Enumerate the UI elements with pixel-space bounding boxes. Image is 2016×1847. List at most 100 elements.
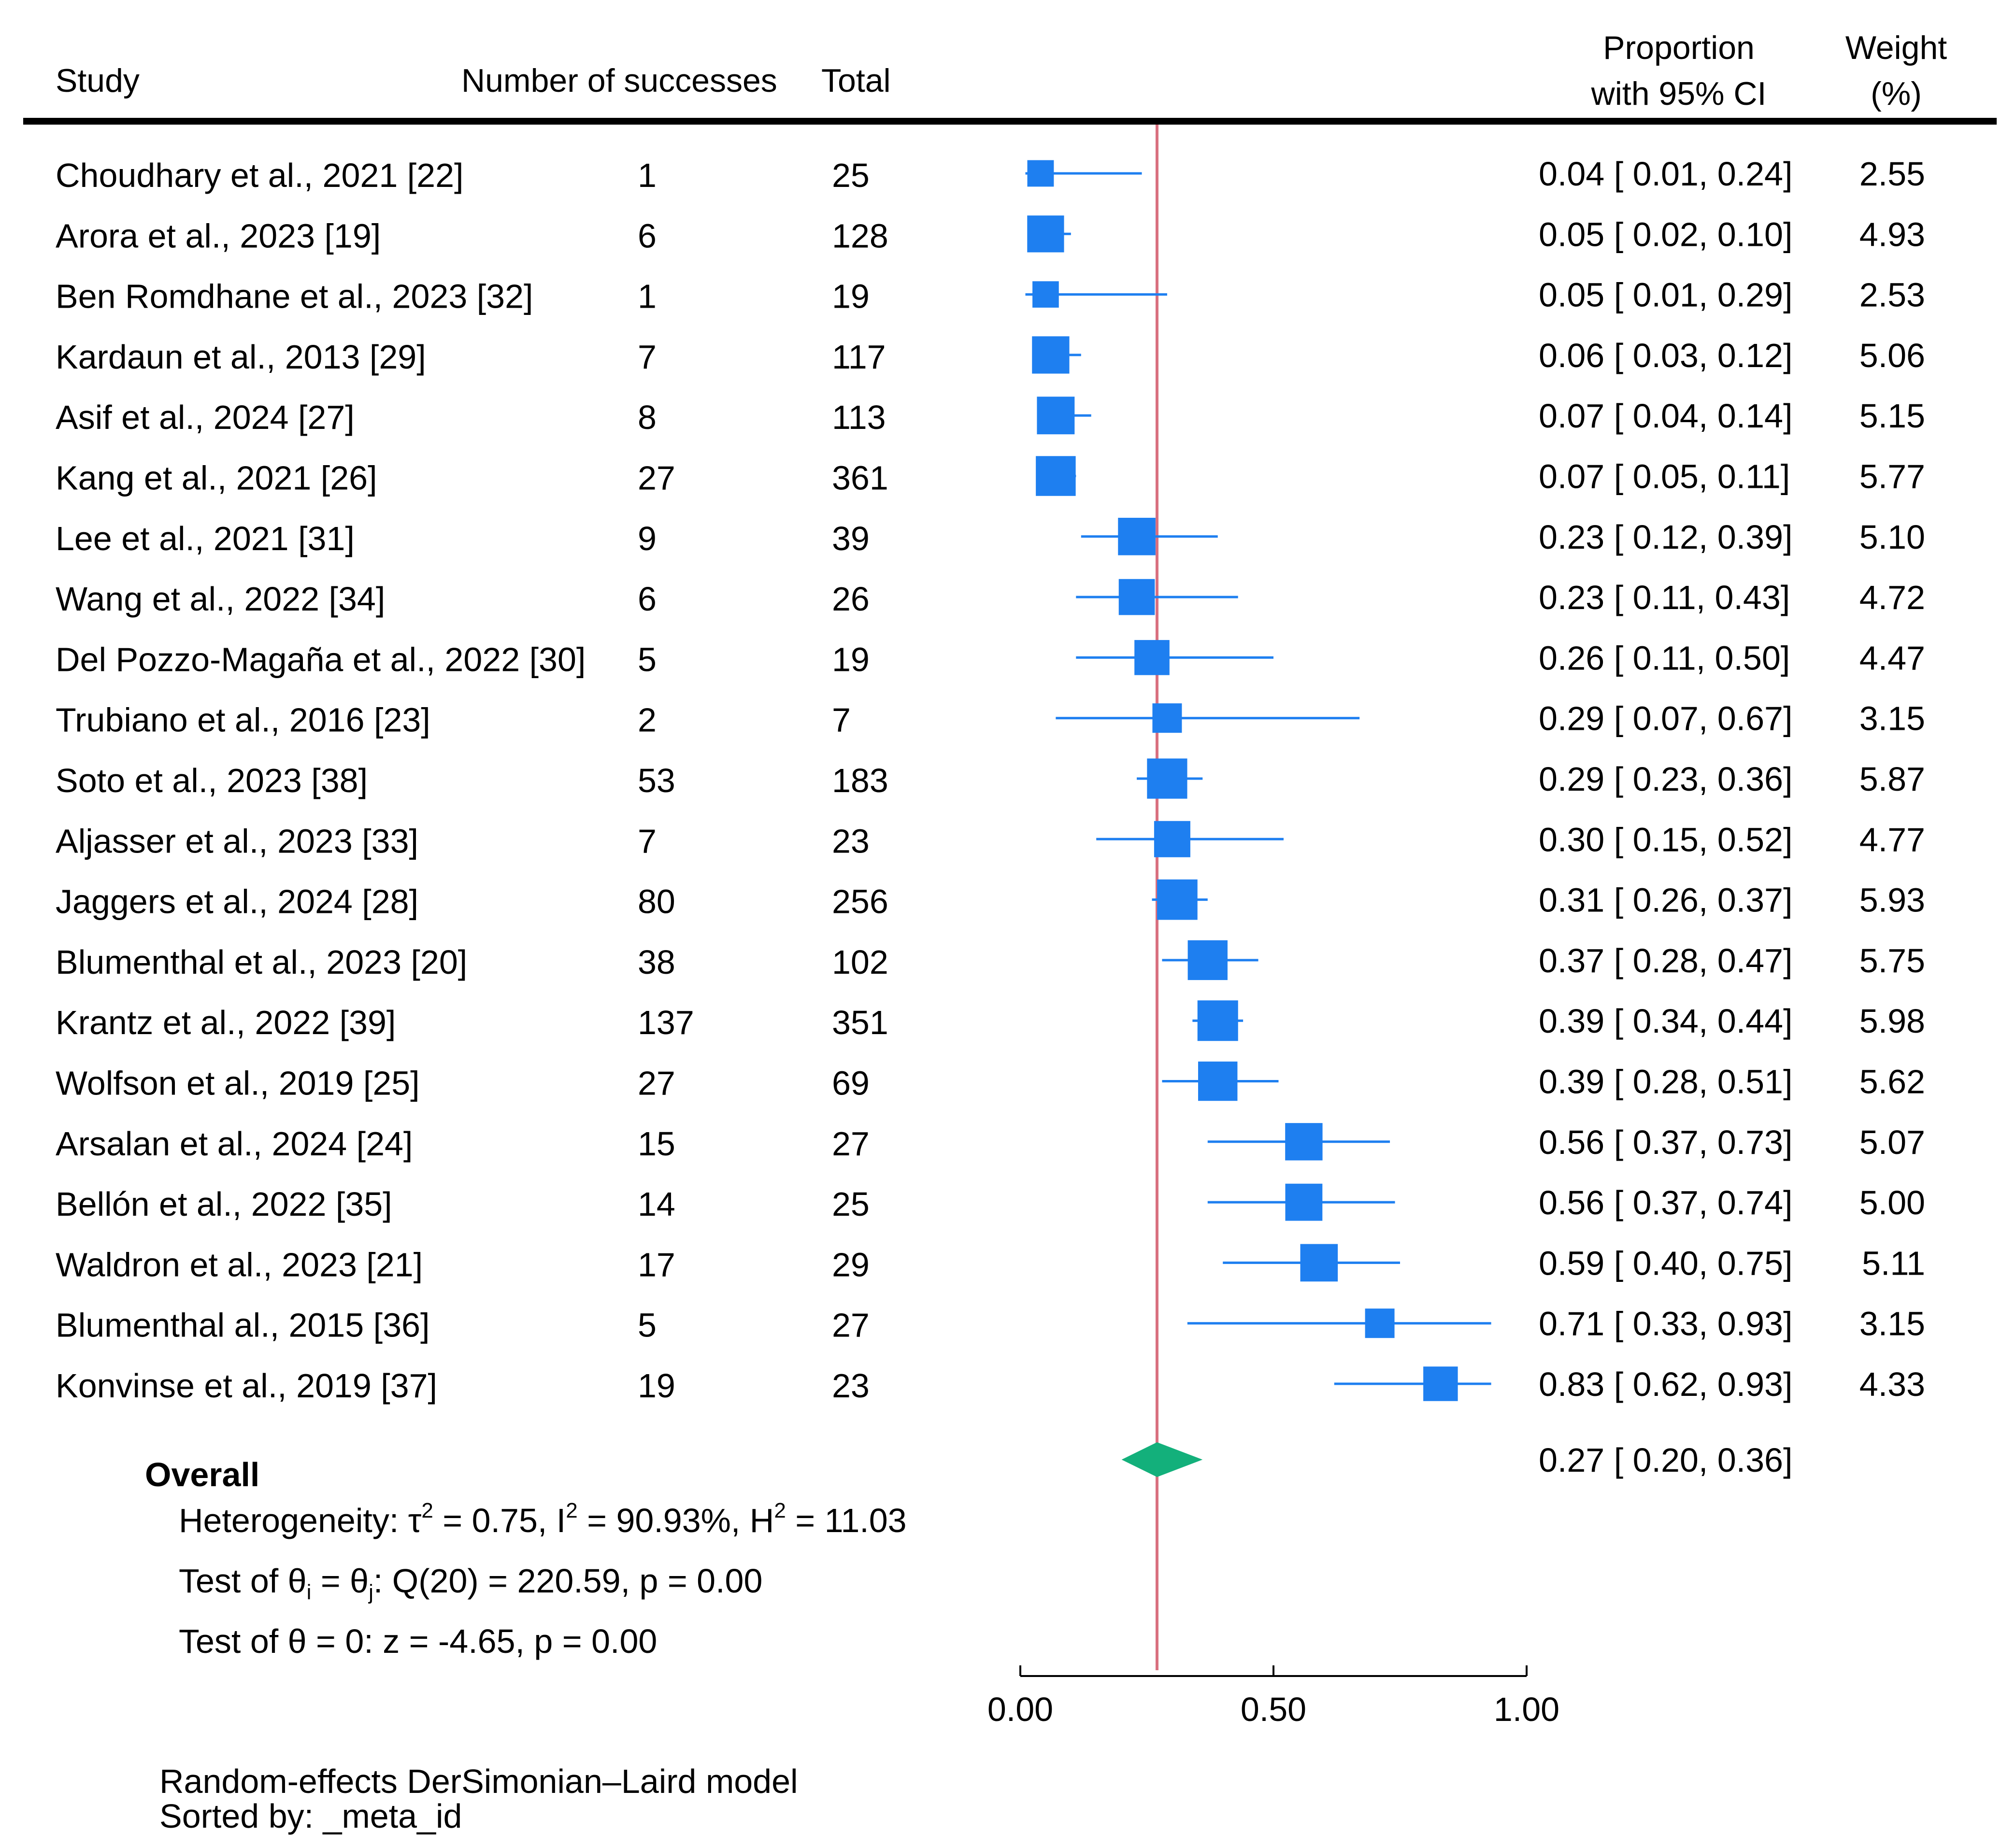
het-i-value: = 90.93%, H [578,1502,774,1539]
total-value: 25 [832,1185,870,1223]
weight-value: 5.06 [1859,337,1925,374]
weight-value: 5.98 [1859,1002,1925,1040]
ci-text: 0.23 [ 0.11, 0.43] [1539,579,1790,616]
study-name: Waldron et al., 2023 [21] [56,1246,423,1283]
successes-value: 19 [638,1367,675,1405]
successes-value: 27 [638,1065,675,1102]
point-estimate-marker [1197,1000,1238,1041]
heterogeneity-stat: Heterogeneity: τ2 = 0.75, I2 = 90.93%, H… [179,1499,907,1539]
point-estimate-marker [1032,336,1070,374]
header-weight-unit: (%) [1871,75,1922,112]
point-estimate-marker [1032,281,1059,308]
weight-value: 5.77 [1859,458,1925,496]
study-name: Wang et al., 2022 [34] [56,580,385,618]
point-estimate-marker [1027,160,1054,187]
test-equal-stat: Test of θi = θj: Q(20) = 220.59, p = 0.0… [179,1562,762,1604]
ci-text: 0.83 [ 0.62, 0.93] [1539,1365,1792,1403]
i-exponent: 2 [566,1499,577,1522]
successes-value: 137 [638,1004,694,1041]
study-name: Jaggers et al., 2024 [28] [56,883,418,921]
successes-value: 1 [638,278,657,315]
study-name: Bellón et al., 2022 [35] [56,1185,392,1223]
total-value: 7 [832,701,851,739]
point-estimate-marker [1365,1308,1395,1338]
point-estimate-marker [1118,518,1156,555]
study-name: Kang et al., 2021 [26] [56,459,377,497]
total-value: 39 [832,520,870,557]
ci-text: 0.29 [ 0.23, 0.36] [1539,760,1792,798]
successes-value: 15 [638,1125,675,1163]
study-name: Asif et al., 2024 [27] [56,398,355,436]
header-successes: Number of successes [461,62,777,99]
het-tau-value: = 0.75, I [433,1502,566,1539]
ci-text: 0.29 [ 0.07, 0.67] [1539,700,1792,738]
point-estimate-marker [1423,1366,1458,1401]
study-name: Blumenthal et al., 2023 [20] [56,943,467,981]
study-name: Aljasser et al., 2023 [33] [56,822,418,860]
total-value: 19 [832,278,870,315]
total-value: 19 [832,640,870,678]
study-name: Kardaun et al., 2013 [29] [56,338,426,376]
test-equal-prefix: Test of θ [179,1562,307,1600]
total-value: 23 [832,822,870,860]
successes-value: 5 [638,1307,657,1344]
total-value: 351 [832,1004,888,1041]
weight-value: 5.87 [1859,760,1925,798]
point-estimate-marker [1037,397,1075,435]
ci-text: 0.31 [ 0.26, 0.37] [1539,881,1792,919]
point-estimate-marker [1154,821,1190,857]
ci-text: 0.71 [ 0.33, 0.93] [1539,1305,1792,1343]
total-value: 183 [832,762,888,799]
x-axis: 0.00 0.50 1.00 [987,1665,1559,1728]
study-name: Krantz et al., 2022 [39] [56,1004,396,1041]
test-zero-stat: Test of θ = 0: z = -4.65, p = 0.00 [179,1622,657,1660]
study-name: Lee et al., 2021 [31] [56,520,355,557]
total-value: 113 [832,398,886,436]
study-name: Blumenthal al., 2015 [36] [56,1307,429,1344]
successes-value: 27 [638,459,675,497]
ci-text: 0.23 [ 0.12, 0.39] [1539,518,1792,556]
successes-value: 5 [638,640,657,678]
weight-value: 5.10 [1859,518,1925,556]
header-total: Total [821,62,891,99]
total-value: 256 [832,883,888,921]
ci-text: 0.07 [ 0.04, 0.14] [1539,397,1792,435]
het-prefix: Heterogeneity: τ [179,1502,422,1539]
weight-value: 3.15 [1859,1305,1925,1343]
successes-value: 9 [638,520,657,557]
point-estimate-marker [1198,1061,1238,1101]
total-value: 29 [832,1246,870,1283]
x-axis-tick-label: 0.00 [987,1691,1053,1728]
weight-value: 4.93 [1859,215,1925,253]
study-name: Trubiano et al., 2016 [23] [56,701,430,739]
ci-text: 0.07 [ 0.05, 0.11] [1539,458,1790,496]
point-estimate-marker [1147,758,1187,799]
tau-exponent: 2 [421,1499,433,1522]
header-study: Study [56,62,140,99]
point-estimate-marker [1285,1183,1323,1221]
study-name: Arsalan et al., 2024 [24] [56,1125,413,1163]
study-name: Ben Romdhane et al., 2023 [32] [56,278,533,315]
x-axis-tick-label: 0.50 [1241,1691,1306,1728]
total-value: 25 [832,156,870,194]
header-weight: Weight [1845,29,1947,66]
successes-value: 38 [638,943,675,981]
total-value: 117 [832,338,886,376]
ci-text: 0.59 [ 0.40, 0.75] [1539,1244,1792,1282]
total-value: 69 [832,1065,870,1102]
successes-value: 2 [638,701,657,739]
weight-value: 5.93 [1859,881,1925,919]
sub-j: j [368,1580,373,1604]
study-name: Del Pozzo-Magaña et al., 2022 [30] [56,640,586,678]
ci-text: 0.05 [ 0.01, 0.29] [1539,276,1792,314]
successes-value: 7 [638,338,657,376]
overall-label: Overall [145,1456,259,1493]
weight-value: 2.53 [1859,276,1925,314]
weight-value: 5.75 [1859,942,1925,980]
ci-text: 0.37 [ 0.28, 0.47] [1539,942,1792,980]
successes-value: 8 [638,398,657,436]
ci-text: 0.06 [ 0.03, 0.12] [1539,337,1792,374]
